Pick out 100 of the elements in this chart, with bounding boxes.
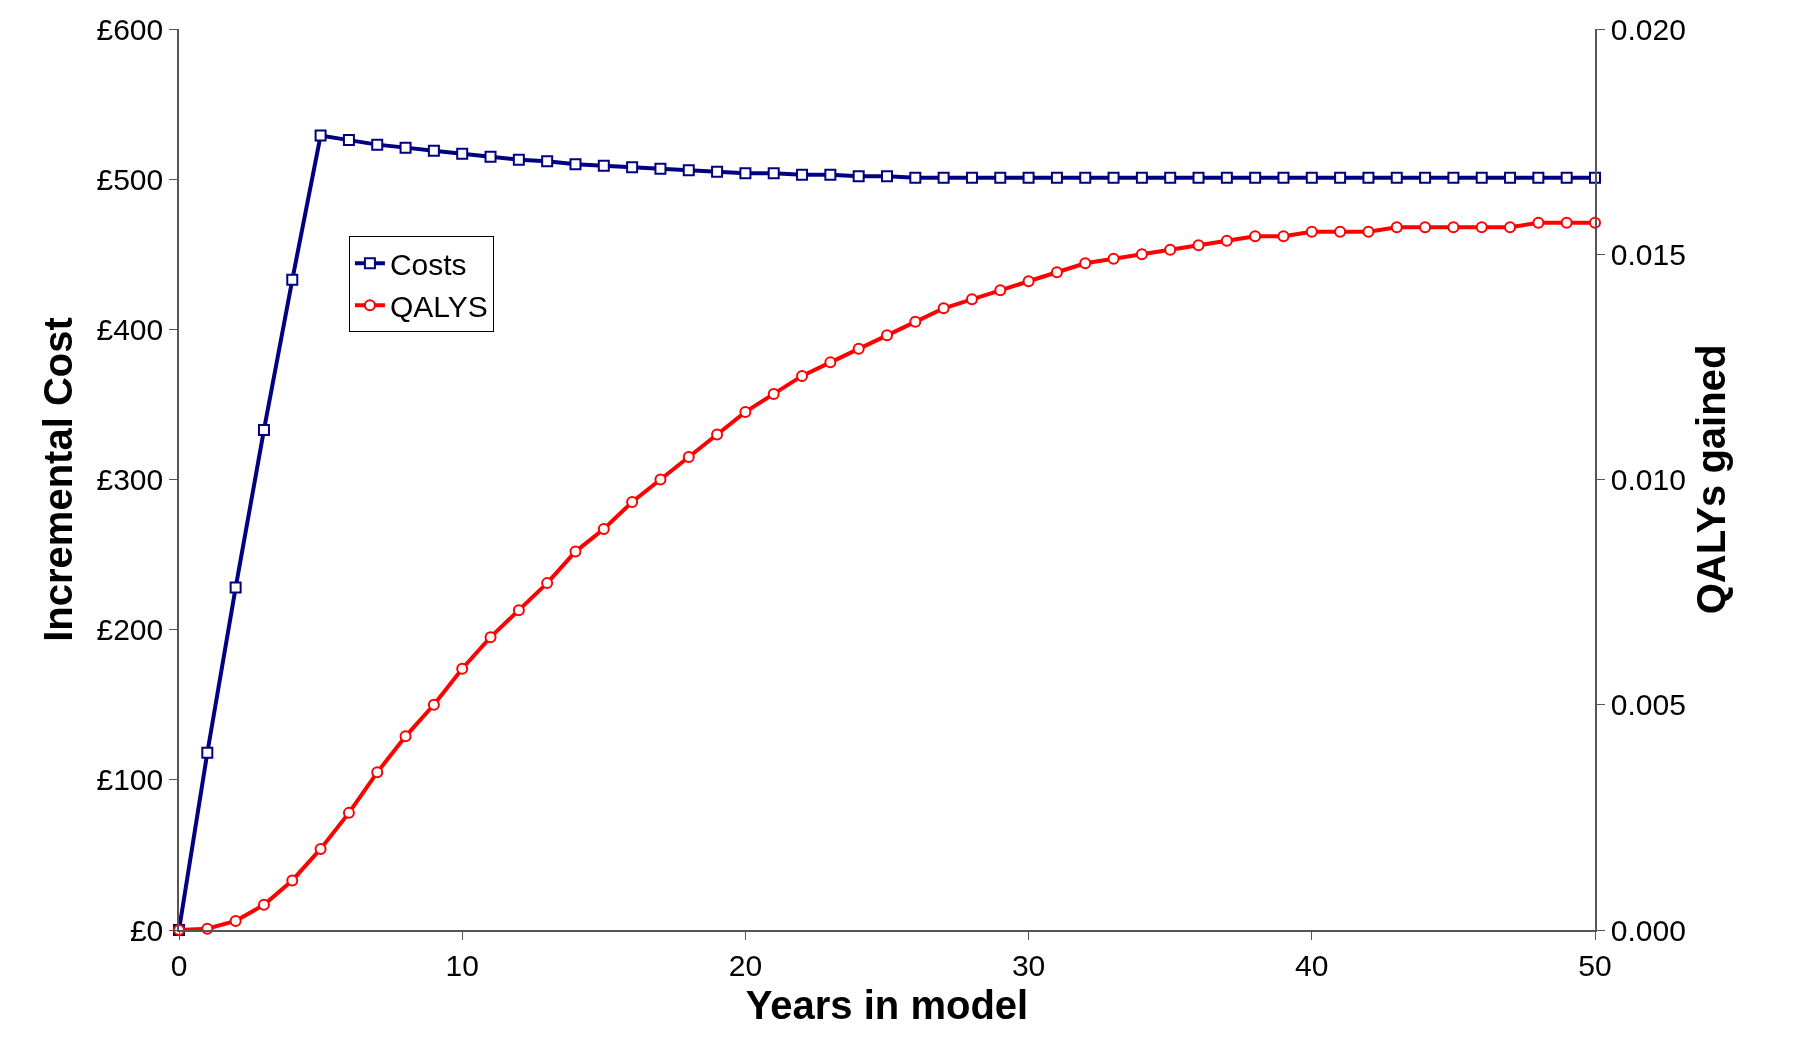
x-tick-label: 40	[1295, 948, 1329, 982]
point	[201, 746, 214, 759]
point	[1532, 216, 1545, 229]
y-tick-label: £600	[96, 12, 164, 46]
point	[711, 428, 724, 441]
x-tick-label: 50	[1578, 948, 1612, 982]
point	[965, 293, 978, 306]
point	[1135, 171, 1148, 184]
point	[1362, 171, 1375, 184]
y-tick-label: £500	[96, 162, 164, 196]
point	[682, 450, 695, 463]
x-tick-label: 0	[170, 948, 188, 982]
point	[796, 168, 809, 181]
point	[569, 545, 582, 558]
point	[427, 144, 440, 157]
point	[597, 523, 610, 536]
point	[1135, 248, 1148, 261]
y-tick-label: £0	[129, 913, 164, 947]
legend-label: QALYS	[389, 289, 488, 323]
x-tick-label: 30	[1011, 948, 1046, 982]
point	[654, 162, 667, 175]
point	[1249, 171, 1262, 184]
point	[937, 302, 950, 315]
point	[1277, 171, 1290, 184]
point	[852, 170, 865, 183]
point	[569, 158, 582, 171]
point	[456, 147, 469, 160]
point	[1419, 221, 1432, 234]
y2-tick-label: 0.000	[1610, 913, 1686, 947]
point	[1164, 171, 1177, 184]
point	[909, 315, 922, 328]
point	[229, 914, 242, 927]
point	[257, 423, 270, 436]
legend-label: Costs	[389, 247, 467, 281]
y-tick-label: £400	[96, 312, 164, 346]
point	[1447, 171, 1460, 184]
point	[314, 842, 327, 855]
point	[1107, 171, 1120, 184]
point	[1192, 171, 1205, 184]
point	[767, 167, 780, 180]
point	[994, 284, 1007, 297]
point	[937, 171, 950, 184]
point	[512, 153, 525, 166]
point	[1334, 225, 1347, 238]
point	[682, 164, 695, 177]
x-tick-label: 10	[445, 948, 479, 982]
point	[371, 766, 384, 779]
point	[484, 631, 497, 644]
y-axis-title: Incremental Cost	[35, 317, 80, 642]
point	[371, 138, 384, 151]
point	[1164, 243, 1177, 256]
point	[1050, 171, 1063, 184]
point	[597, 159, 610, 172]
point	[1107, 252, 1120, 265]
point	[541, 155, 554, 168]
point	[909, 171, 922, 184]
y2-tick-label: 0.010	[1610, 463, 1686, 496]
point	[427, 698, 440, 711]
point	[1560, 216, 1573, 229]
point	[484, 150, 497, 163]
point	[739, 167, 752, 180]
point	[1334, 171, 1347, 184]
point	[824, 168, 837, 181]
point	[852, 342, 865, 355]
point	[1560, 171, 1573, 184]
y-tick-label: £200	[96, 613, 164, 647]
point	[342, 806, 355, 819]
point	[1022, 171, 1035, 184]
point	[1277, 230, 1290, 243]
point	[881, 170, 893, 183]
point	[1419, 171, 1432, 184]
x-tick-label: 20	[728, 948, 763, 982]
point	[767, 387, 780, 400]
point	[1390, 221, 1403, 234]
point	[1079, 257, 1092, 270]
point	[1249, 230, 1262, 243]
point	[1504, 221, 1517, 234]
point	[1532, 171, 1545, 184]
point	[881, 329, 893, 342]
point	[257, 898, 270, 911]
point	[1050, 266, 1063, 279]
y2-axis-title: QALYs gained	[1688, 344, 1733, 615]
point	[286, 273, 299, 286]
point	[1305, 225, 1318, 238]
point	[286, 874, 299, 887]
point	[626, 161, 639, 174]
point	[965, 171, 978, 184]
point	[1220, 234, 1233, 247]
point	[824, 356, 837, 369]
point	[1362, 225, 1375, 238]
point	[1475, 221, 1488, 234]
point	[1022, 275, 1035, 288]
point	[1504, 171, 1517, 184]
point	[399, 141, 412, 154]
x-axis-title: Years in model	[745, 982, 1029, 1027]
point	[314, 129, 327, 142]
y2-tick-label: 0.020	[1610, 12, 1686, 46]
point	[512, 604, 525, 617]
point	[541, 577, 554, 590]
point	[229, 581, 242, 594]
